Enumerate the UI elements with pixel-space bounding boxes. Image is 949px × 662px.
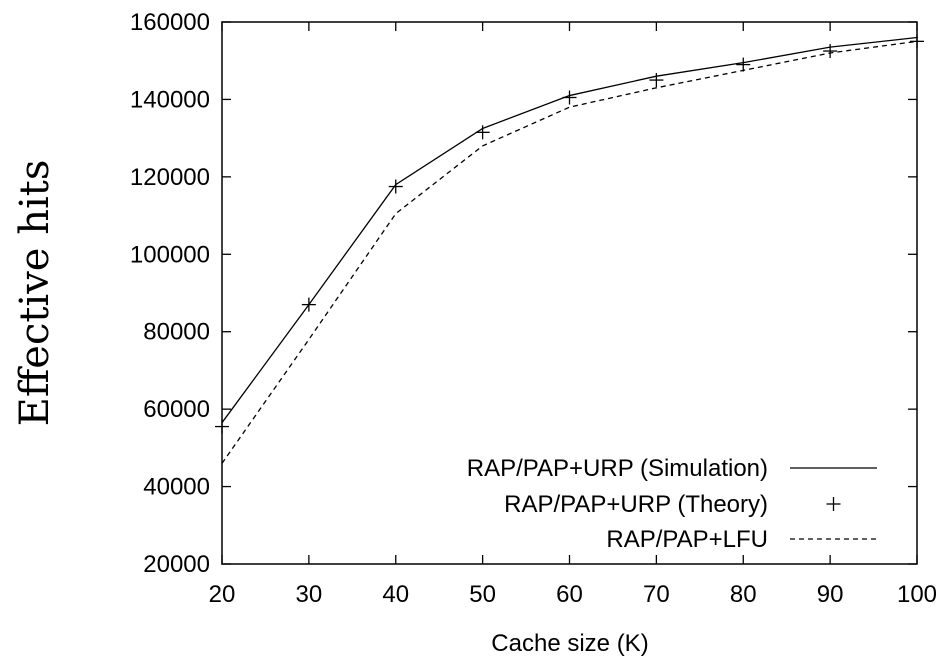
y-tick-label: 100000	[130, 241, 210, 268]
data-point-plus	[649, 73, 664, 88]
plot-frame	[221, 21, 918, 565]
legend: RAP/PAP+URP (Simulation) RAP/PAP+URP (The…	[467, 455, 877, 553]
x-tick-labels: 20 30 40 50 60 70 80 90 100	[209, 581, 937, 608]
y-tick-labels: 20000 40000 60000 80000 100000 120000 140000 16…	[130, 9, 210, 578]
y-tick-label: 40000	[143, 474, 210, 501]
data-point-plus	[823, 44, 838, 59]
series-lfu-line	[221, 40, 918, 464]
y-tick-label: 60000	[143, 396, 210, 423]
series-layer	[215, 34, 924, 464]
x-tick-label: 70	[643, 581, 670, 608]
data-point-plus	[562, 90, 577, 105]
y-tick-label: 120000	[130, 164, 210, 191]
x-axis-title: Cache size (K)	[491, 630, 648, 657]
data-point-plus	[475, 125, 490, 140]
x-tick-label: 40	[382, 581, 409, 608]
legend-item: RAP/PAP+URP (Theory)	[504, 491, 841, 518]
legend-item: RAP/PAP+URP (Simulation)	[467, 455, 877, 482]
x-tick-label: 90	[817, 581, 844, 608]
legend-plus-marker	[826, 497, 841, 511]
x-tick-label: 60	[556, 581, 583, 608]
x-tick-label: 50	[469, 581, 496, 608]
y-tick-label: 140000	[130, 86, 210, 113]
legend-label: RAP/PAP+URP (Theory)	[504, 491, 768, 518]
y-tick-label: 20000	[143, 551, 210, 578]
legend-item: RAP/PAP+LFU	[606, 526, 877, 553]
data-point-plus	[736, 57, 751, 72]
y-tick-label: 160000	[130, 9, 210, 36]
data-point-plus	[301, 297, 316, 312]
x-tick-label: 100	[897, 581, 937, 608]
legend-label: RAP/PAP+LFU	[606, 526, 768, 553]
x-tick-label: 80	[730, 581, 757, 608]
x-tick-label: 20	[209, 581, 236, 608]
series-theory-points	[215, 34, 924, 434]
y-axis-title: Effective hits	[12, 160, 58, 427]
data-point-plus	[388, 179, 403, 194]
y-tick-label: 80000	[143, 319, 210, 346]
x-tick-label: 30	[296, 581, 323, 608]
legend-label: RAP/PAP+URP (Simulation)	[467, 455, 768, 482]
